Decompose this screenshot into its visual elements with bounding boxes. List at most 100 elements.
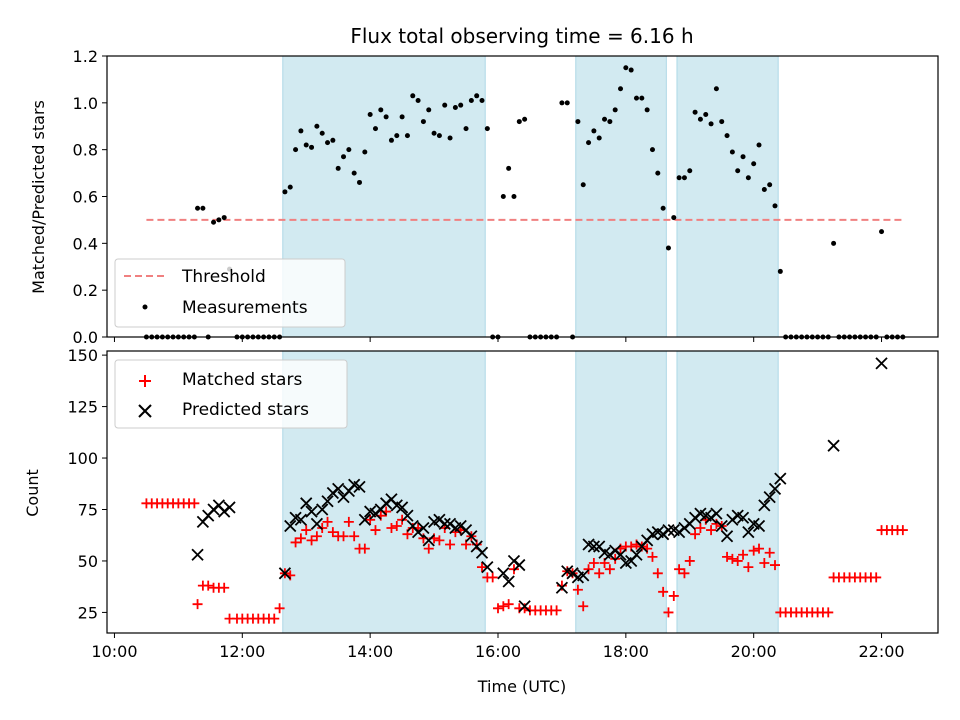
- predicted-stars-point: [395, 501, 409, 514]
- top-shaded-interval-2: [575, 55, 667, 338]
- measurements-point: [724, 133, 730, 139]
- predicted-stars-point: [401, 509, 414, 522]
- predicted-stars-point: [513, 558, 526, 572]
- measurements-point: [671, 215, 677, 221]
- measurements-point: [426, 107, 432, 113]
- predicted-stars-point: [502, 575, 515, 588]
- y-tick-label: 0.4: [73, 234, 98, 253]
- predicted-stars-point: [827, 439, 840, 452]
- matched-stars-point: [423, 543, 434, 554]
- measurements-point: [633, 95, 639, 101]
- matched-stars-point: [519, 603, 530, 614]
- matched-stars-point: [386, 523, 397, 534]
- x-tick-label: 18:00: [603, 642, 649, 661]
- measurements-point: [516, 119, 522, 125]
- measurements-point: [761, 186, 767, 192]
- bottom-series: [141, 357, 908, 624]
- matched-stars-point: [295, 533, 306, 544]
- measurements-point: [309, 144, 315, 150]
- predicted-stars-point: [310, 517, 324, 531]
- predicted-stars-point: [614, 548, 627, 561]
- measurements-point: [607, 119, 613, 125]
- measurements-point: [474, 93, 480, 99]
- x-tick-label: 20:00: [731, 642, 777, 661]
- measurements-point: [298, 128, 304, 134]
- top-y-axis: 0.0 0.2 0.4 0.6 0.8 1.0 1.2: [73, 47, 107, 347]
- matched-stars-point: [759, 558, 770, 569]
- top-series: [143, 65, 906, 340]
- predicted-stars-point: [720, 530, 734, 543]
- predicted-stars-point: [497, 567, 510, 580]
- measurements-point: [325, 140, 331, 146]
- measurements-point: [362, 149, 368, 155]
- measurements-point: [559, 100, 565, 106]
- top-legend: Threshold Measurements: [114, 258, 346, 328]
- measurements-point: [282, 189, 288, 195]
- measurements-point: [655, 170, 661, 176]
- top-panel: 0.0 0.2 0.4 0.6 0.8 1.0 1.2 Flux total observi…: [29, 24, 939, 347]
- top-shaded-interval-3: [676, 55, 779, 338]
- bottom-panel: 25 50 75 100 125 150 10:00 12:00 14:00 16:00 18:0…: [23, 346, 939, 696]
- matched-stars-point: [684, 555, 695, 566]
- matched-stars-point: [663, 607, 674, 618]
- measurements-point: [463, 126, 469, 132]
- measurements-point: [458, 102, 464, 108]
- measurements-point: [330, 137, 336, 143]
- measurements-point: [195, 205, 201, 211]
- matched-stars-point: [359, 543, 370, 554]
- legend-measurements-swatch: [142, 304, 148, 310]
- matched-stars-point: [192, 599, 203, 610]
- bottom-legend: Matched stars Predicted stars: [114, 359, 348, 429]
- matched-stars-point: [338, 531, 349, 542]
- top-x-axis: [113, 337, 883, 342]
- matched-stars-point: [748, 545, 759, 556]
- matched-stars-point: [322, 516, 333, 527]
- measurements-point: [719, 119, 725, 125]
- x-tick-label: 22:00: [858, 642, 904, 661]
- measurements-point: [287, 184, 293, 190]
- predicted-stars-point: [305, 505, 318, 518]
- measurements-point: [367, 112, 373, 118]
- bottom-x-axis: 10:00 12:00 14:00 16:00 18:00 20:00 22:00: [91, 633, 905, 661]
- matched-stars-point: [769, 560, 780, 571]
- matched-stars-point: [722, 551, 733, 562]
- measurements-point: [612, 107, 618, 113]
- measurements-point: [580, 182, 586, 188]
- predicted-stars-point: [332, 482, 345, 496]
- measurements-point: [447, 135, 453, 141]
- measurements-point: [394, 133, 400, 139]
- measurements-point: [293, 147, 299, 153]
- measurements-point: [221, 215, 227, 221]
- measurements-point: [436, 133, 442, 139]
- measurements-point: [200, 205, 206, 211]
- measurements-point: [378, 107, 384, 113]
- predicted-stars-point: [555, 581, 569, 594]
- predicted-stars-point: [662, 523, 675, 537]
- legend-predicted-label: Predicted stars: [182, 400, 309, 420]
- predicted-stars-point: [353, 480, 366, 493]
- predicted-stars-point: [630, 548, 643, 561]
- measurements-point: [623, 65, 629, 71]
- measurements-point: [372, 126, 378, 132]
- matched-stars-point: [583, 564, 594, 575]
- y-tick-label: 1.2: [73, 47, 98, 66]
- matched-stars-point: [658, 586, 669, 597]
- matched-stars-point: [327, 527, 338, 538]
- measurements-point: [586, 140, 592, 146]
- measurements-point: [831, 240, 837, 246]
- y-tick-label: 0.0: [73, 328, 98, 347]
- bottom-axes-frame: [106, 350, 939, 634]
- measurements-point: [772, 203, 778, 209]
- measurements-point: [319, 130, 325, 136]
- measurements-point: [687, 168, 693, 174]
- bottom-y-axis-label: Count: [23, 469, 42, 517]
- predicted-stars-point: [587, 540, 601, 553]
- measurements-point: [511, 194, 517, 199]
- measurements-point: [644, 107, 650, 113]
- matched-stars-point: [690, 529, 701, 540]
- top-y-axis-label: Matched/Predicted stars: [29, 100, 48, 294]
- legend-threshold-label: Threshold: [181, 267, 266, 287]
- y-tick-label: 75: [78, 500, 98, 519]
- legend-matched-label: Matched stars: [182, 370, 302, 390]
- y-tick-label: 0.6: [73, 188, 98, 207]
